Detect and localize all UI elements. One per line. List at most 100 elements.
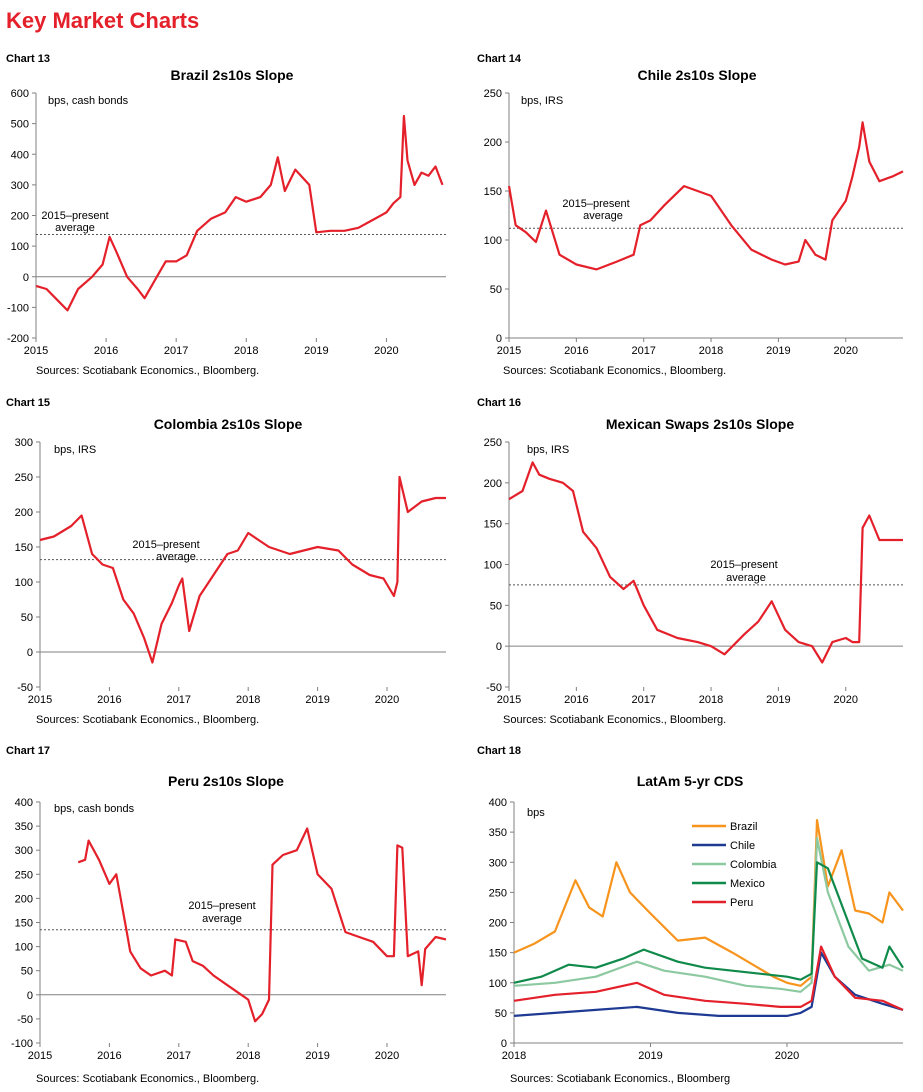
x-tick-label: 2017 xyxy=(631,345,655,357)
y-tick-label: 200 xyxy=(11,211,29,223)
series-line xyxy=(35,114,444,312)
y-tick-label: 250 xyxy=(489,887,507,899)
y-tick-label: 100 xyxy=(15,942,33,954)
y-tick-label: 0 xyxy=(27,647,33,659)
average-label: average xyxy=(156,551,196,563)
y-tick-label: 200 xyxy=(484,137,502,149)
y-tick-label: 150 xyxy=(15,542,33,554)
chart-title: Peru 2s10s Slope xyxy=(168,773,284,789)
page-title: Key Market Charts xyxy=(6,8,200,33)
x-tick-label: 2015 xyxy=(497,694,521,706)
y-tick-label: 250 xyxy=(15,869,33,881)
y-tick-label: 0 xyxy=(496,641,502,653)
y-tick-label: 50 xyxy=(495,1008,507,1020)
x-tick-label: 2018 xyxy=(502,1050,526,1062)
y-tick-label: 100 xyxy=(15,577,33,589)
y-tick-label: -200 xyxy=(7,333,29,345)
average-label: average xyxy=(583,210,623,222)
y-tick-label: 500 xyxy=(11,119,29,131)
x-tick-label: 2020 xyxy=(375,694,399,706)
chart-title: Brazil 2s10s Slope xyxy=(171,67,294,83)
x-tick-label: 2018 xyxy=(236,694,260,706)
average-label: 2015–present xyxy=(188,900,255,912)
chart-number: Chart 13 xyxy=(6,53,50,65)
average-label: 2015–present xyxy=(562,198,629,210)
x-tick-label: 2016 xyxy=(97,694,121,706)
y-tick-label: 400 xyxy=(15,797,33,809)
series-line xyxy=(77,827,447,1023)
x-tick-label: 2019 xyxy=(638,1050,662,1062)
x-tick-label: 2018 xyxy=(699,345,723,357)
x-tick-label: 2015 xyxy=(497,345,521,357)
unit-label: bps, cash bonds xyxy=(48,95,129,107)
x-tick-label: 2020 xyxy=(834,345,858,357)
chart18: Chart 18 LatAm 5-yr CDS bps 0 50 100 150 200 250… xyxy=(477,745,904,1085)
x-tick-label: 2017 xyxy=(167,1050,191,1062)
y-tick-label: 100 xyxy=(11,241,29,253)
unit-label: bps, IRS xyxy=(527,444,569,456)
chart-number: Chart 18 xyxy=(477,745,521,757)
y-tick-label: 100 xyxy=(489,978,507,990)
chart-number: Chart 16 xyxy=(477,397,521,409)
chart15: Chart 15 Colombia 2s10s Slope bps, IRS -50 0… xyxy=(6,397,446,726)
legend-label: Colombia xyxy=(730,859,777,871)
series-line-chile xyxy=(513,951,904,1018)
x-tick-label: 2017 xyxy=(167,694,191,706)
average-label: 2015–present xyxy=(41,210,108,222)
series-line xyxy=(508,461,903,664)
y-tick-label: 0 xyxy=(27,990,33,1002)
x-tick-label: 2020 xyxy=(834,694,858,706)
y-tick-label: -100 xyxy=(7,302,29,314)
source-note: Sources: Scotiabank Economics., Bloomber… xyxy=(36,1073,259,1085)
x-tick-label: 2016 xyxy=(97,1050,121,1062)
average-label: average xyxy=(726,572,766,584)
average-label: average xyxy=(202,913,242,925)
x-tick-label: 2019 xyxy=(766,694,790,706)
y-tick-label: 250 xyxy=(15,472,33,484)
y-tick-label: 300 xyxy=(15,437,33,449)
chart14: Chart 14 Chile 2s10s Slope bps, IRS 0 50 100 1… xyxy=(477,53,904,377)
x-tick-label: 2016 xyxy=(564,694,588,706)
y-tick-label: 150 xyxy=(15,918,33,930)
series-line-colombia xyxy=(513,836,904,993)
y-tick-label: 300 xyxy=(11,180,29,192)
x-tick-label: 2015 xyxy=(24,345,48,357)
x-tick-label: 2018 xyxy=(234,345,258,357)
x-tick-label: 2019 xyxy=(766,345,790,357)
y-tick-label: 50 xyxy=(490,600,502,612)
y-tick-label: 50 xyxy=(21,612,33,624)
y-tick-label: -50 xyxy=(17,682,33,694)
y-tick-label: 150 xyxy=(489,948,507,960)
y-tick-label: 250 xyxy=(484,437,502,449)
series-line-mexico xyxy=(513,861,904,984)
x-tick-label: 2015 xyxy=(28,694,52,706)
x-tick-label: 2017 xyxy=(164,345,188,357)
chart-title: Chile 2s10s Slope xyxy=(637,67,756,83)
y-tick-label: 300 xyxy=(15,845,33,857)
y-tick-label: 200 xyxy=(15,893,33,905)
series-line xyxy=(39,475,446,664)
y-tick-label: 350 xyxy=(15,821,33,833)
unit-label: bps xyxy=(527,807,545,819)
series-line xyxy=(507,121,904,271)
x-tick-label: 2016 xyxy=(564,345,588,357)
unit-label: bps, cash bonds xyxy=(54,803,135,815)
x-tick-label: 2019 xyxy=(304,345,328,357)
source-note: Sources: Scotiabank Economics., Bloomber… xyxy=(503,365,726,377)
legend-label: Chile xyxy=(730,840,755,852)
chart-number: Chart 15 xyxy=(6,397,50,409)
chart-number: Chart 14 xyxy=(477,53,522,65)
y-tick-label: 50 xyxy=(21,966,33,978)
unit-label: bps, IRS xyxy=(521,95,563,107)
y-tick-label: 0 xyxy=(23,272,29,284)
y-tick-label: 350 xyxy=(489,827,507,839)
y-tick-label: 200 xyxy=(484,478,502,490)
legend-label: Peru xyxy=(730,897,753,909)
unit-label: bps, IRS xyxy=(54,444,96,456)
chart13: Chart 13 Brazil 2s10s Slope bps, cash bond… xyxy=(6,53,446,377)
x-tick-label: 2020 xyxy=(375,1050,399,1062)
y-tick-label: -50 xyxy=(17,1014,33,1026)
chart-title: Colombia 2s10s Slope xyxy=(154,416,303,432)
y-tick-label: 150 xyxy=(484,186,502,198)
